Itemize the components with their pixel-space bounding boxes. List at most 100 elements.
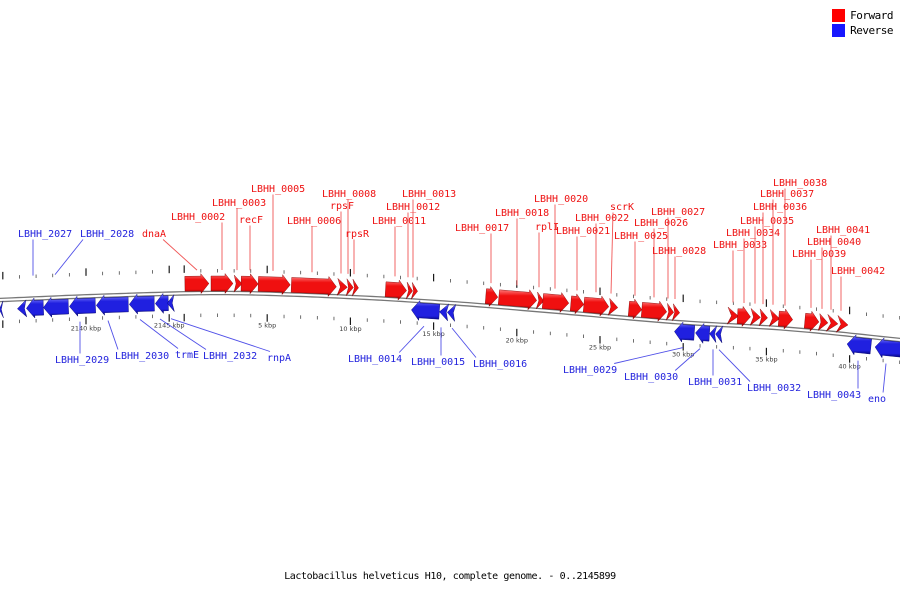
gene-arrow-forward — [351, 278, 359, 297]
tick-label: 20 kbp — [506, 336, 528, 344]
gene-arrow-forward — [384, 279, 407, 301]
gene-arrow-forward — [777, 308, 793, 330]
gene-arrow-reverse — [846, 334, 872, 356]
gene-arrow-reverse — [129, 293, 155, 315]
genome-axis-highlight — [0, 292, 900, 341]
tick-label: 15 kbp — [422, 330, 444, 338]
gene-label: LBHH_0035 — [740, 216, 794, 227]
gene-label: LBHH_0022 — [575, 213, 629, 224]
gene-label: LBHH_0033 — [713, 240, 767, 251]
gene-label: LBHH_0017 — [455, 223, 509, 234]
gene-label: rpsF — [330, 201, 354, 212]
gene-label: LBHH_0006 — [287, 216, 341, 227]
gene-label: LBHH_2030 — [115, 351, 169, 362]
tick-label: 2145 kbp — [154, 322, 185, 330]
gene-arrow-forward — [240, 273, 259, 295]
leader-line — [107, 320, 119, 350]
gene-label: LBHH_0037 — [760, 189, 814, 200]
leader-line — [139, 319, 179, 349]
genome-caption: Lactobacillus helveticus H10, complete g… — [284, 571, 616, 582]
gene-arrow-forward — [665, 303, 674, 321]
gene-arrow-reverse — [447, 303, 457, 323]
tick-label: 2140 kbp — [71, 324, 102, 332]
gene-label: rplI — [535, 222, 559, 233]
gene-arrow-forward — [758, 308, 768, 327]
tick-label: 5 kbp — [258, 322, 276, 330]
gene-arrow-forward — [749, 307, 761, 327]
gene-label: LBHH_0029 — [563, 365, 617, 376]
gene-arrow-forward — [607, 297, 619, 316]
gene-label: LBHH_0020 — [534, 194, 588, 205]
gene-arrow-forward — [726, 306, 739, 325]
gene-label: LBHH_0014 — [348, 354, 402, 365]
gene-label: LBHH_0015 — [411, 357, 465, 368]
gene-label: LBHH_0030 — [624, 372, 678, 383]
gene-label: LBHH_0040 — [807, 237, 861, 248]
gene-label: eno — [868, 394, 886, 405]
gene-arrow-forward — [627, 298, 643, 320]
leader-line — [718, 349, 751, 382]
gene-arrow-forward — [184, 273, 210, 295]
leader-line — [610, 212, 614, 294]
gene-label: LBHH_0034 — [726, 228, 780, 239]
gene-arrow-forward — [497, 289, 537, 311]
gene-arrow-reverse — [709, 325, 718, 343]
gene-label: LBHH_0008 — [322, 189, 376, 200]
gene-arrow-reverse — [674, 321, 696, 343]
leader-line — [614, 347, 684, 364]
gene-arrow-forward — [640, 300, 667, 322]
gene-arrow-reverse — [43, 296, 69, 318]
gene-arrow-forward — [736, 305, 751, 327]
gene-label: LBHH_0026 — [634, 218, 688, 229]
gene-arrow-reverse — [411, 299, 441, 321]
gene-arrow-forward — [410, 282, 418, 300]
gene-label: LBHH_0043 — [807, 390, 861, 401]
gene-label: LBHH_2028 — [80, 229, 134, 240]
leader-line — [170, 318, 271, 352]
gene-arrow-forward — [817, 312, 829, 332]
gene-label: LBHH_0031 — [688, 377, 742, 388]
gene-label: LBHH_0041 — [816, 225, 870, 236]
gene-label: LBHH_0042 — [831, 266, 885, 277]
gene-arrow-forward — [768, 308, 780, 328]
gene-arrow-forward — [233, 274, 243, 293]
forward-strand-swatch — [832, 9, 846, 22]
gene-label: rnpA — [267, 353, 291, 364]
gene-label: LBHH_2027 — [18, 229, 72, 240]
gene-arrow-forward — [210, 272, 234, 295]
gene-arrow-forward — [803, 310, 820, 332]
gene-arrow-reverse — [695, 322, 711, 344]
gene-label: LBHH_0028 — [652, 246, 706, 257]
leader-line — [54, 239, 84, 275]
gene-label: rpsR — [345, 229, 370, 240]
leader-line — [674, 348, 701, 371]
gene-arrow-forward — [290, 275, 337, 298]
gene-arrow-forward — [825, 314, 839, 332]
gene-label: LBHH_0021 — [556, 226, 610, 237]
gene-label: dnaA — [142, 229, 166, 240]
gene-label: LBHH_0016 — [473, 359, 527, 370]
gene-arrow-reverse — [874, 337, 900, 359]
gene-arrow-forward — [671, 303, 680, 321]
gene-arrow-forward — [405, 281, 413, 300]
gene-label: trmE — [175, 350, 199, 361]
gene-label: LBHH_0003 — [212, 198, 266, 209]
legend: Forward Reverse — [832, 9, 893, 37]
gene-arrow-forward — [535, 291, 545, 310]
tick-label: 35 kbp — [755, 355, 777, 363]
gene-label: LBHH_0013 — [402, 189, 456, 200]
reverse-strand-swatch — [832, 24, 846, 37]
gene-label: scrK — [610, 202, 634, 213]
leader-line — [882, 363, 887, 393]
gene-label: LBHH_0025 — [614, 231, 668, 242]
leader-line — [451, 327, 477, 358]
gene-label: LBHH_0032 — [747, 383, 801, 394]
gene-arrow-forward — [569, 293, 585, 315]
gene-label: LBHH_0011 — [372, 216, 426, 227]
legend-item-forward: Forward — [832, 9, 893, 22]
gene-arrow-forward — [345, 278, 354, 296]
gene-arrow-forward — [835, 315, 849, 333]
gene-arrow-forward — [541, 292, 570, 314]
